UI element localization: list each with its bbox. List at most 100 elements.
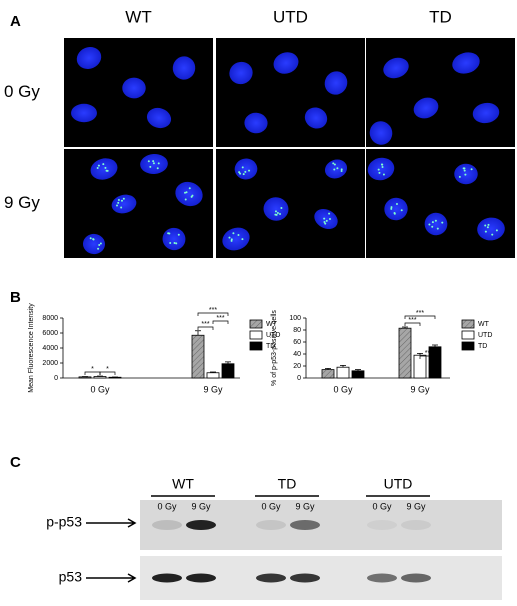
nucleus: [384, 197, 408, 221]
nucleus: [122, 77, 146, 99]
nucleus: [82, 233, 106, 255]
nucleus: [90, 158, 118, 180]
y-tick-label: 0: [297, 375, 301, 382]
significance-label: ***: [416, 310, 424, 317]
nucleus: [222, 227, 250, 251]
arrow: [86, 518, 137, 528]
focus: [105, 169, 108, 172]
focus: [279, 212, 282, 215]
focus: [458, 175, 461, 178]
focus: [333, 163, 336, 166]
significance-label: **: [425, 350, 431, 357]
lane-label: 9 Gy: [406, 501, 426, 511]
focus: [117, 198, 120, 201]
nucleus: [314, 208, 338, 230]
nucleus: [71, 103, 97, 123]
focus: [185, 191, 188, 194]
bar: [398, 327, 412, 379]
focus: [92, 238, 95, 241]
focus: [486, 226, 489, 229]
lane-label: 9 Gy: [191, 501, 211, 511]
focus: [274, 210, 277, 213]
focus: [97, 247, 100, 250]
focus: [104, 166, 107, 169]
band: [152, 573, 182, 583]
significance-bracket: [404, 322, 421, 326]
column-label: WT: [125, 7, 151, 26]
focus: [390, 206, 393, 209]
focus: [382, 173, 385, 176]
focus: [328, 212, 331, 215]
bar: [206, 372, 220, 379]
focus: [89, 237, 92, 240]
band: [401, 573, 431, 583]
significance-bracket: [197, 326, 214, 330]
x-tick-label: 9 Gy: [203, 384, 223, 394]
focus: [241, 238, 244, 241]
focus: [464, 173, 467, 176]
bar: [321, 369, 335, 379]
column-label: UTD: [273, 7, 308, 26]
nucleus: [172, 56, 196, 80]
nucleus: [304, 107, 328, 129]
focus: [400, 209, 403, 212]
y-tick-label: 100: [289, 315, 301, 322]
focus: [120, 206, 123, 209]
nucleus: [324, 71, 348, 95]
bar: [191, 334, 205, 379]
focus: [102, 163, 105, 166]
significance-bracket: [197, 312, 229, 316]
focus: [340, 169, 343, 172]
y-tick-label: 6000: [42, 330, 58, 337]
bar: [93, 376, 107, 379]
focus: [428, 223, 431, 226]
band: [186, 573, 216, 583]
focus: [116, 204, 119, 207]
focus: [239, 172, 242, 175]
x-tick-label: 0 Gy: [333, 384, 353, 394]
bar: [108, 376, 122, 379]
legend-swatch: [461, 330, 475, 340]
band: [256, 520, 286, 530]
group-label: WT: [172, 476, 194, 492]
y-tick-label: 8000: [42, 315, 58, 322]
focus: [190, 195, 193, 198]
nucleus: [472, 102, 500, 124]
focus: [230, 238, 233, 241]
focus: [491, 233, 494, 236]
significance-bracket: [99, 371, 116, 375]
focus: [323, 217, 326, 220]
y-axis-label: % of p-p53-positive cells: [271, 310, 278, 386]
nucleus: [477, 217, 505, 241]
focus: [431, 225, 434, 228]
legend-label: WT: [266, 321, 278, 328]
lane-label: 0 Gy: [261, 501, 281, 511]
bar: [78, 376, 92, 379]
y-tick-label: 2000: [42, 360, 58, 367]
focus: [173, 241, 176, 244]
bar: [351, 370, 365, 379]
focus: [232, 232, 235, 235]
band-label: p-p53: [46, 514, 82, 530]
y-tick-label: 40: [293, 351, 301, 358]
band: [152, 520, 182, 530]
focus: [238, 171, 241, 174]
y-tick-label: 0: [54, 375, 58, 382]
significance-label: ***: [216, 315, 224, 322]
focus: [495, 229, 498, 232]
panel-label: C: [10, 454, 21, 471]
focus: [241, 166, 244, 169]
focus: [324, 222, 327, 225]
focus: [149, 165, 152, 168]
focus: [152, 160, 155, 163]
focus: [276, 211, 279, 214]
nucleus: [452, 52, 480, 74]
panel-label: A: [10, 13, 21, 30]
nucleus: [146, 107, 172, 129]
focus: [380, 163, 383, 166]
focus: [436, 227, 439, 230]
focus: [157, 162, 160, 165]
band: [256, 573, 286, 583]
focus: [395, 203, 398, 206]
